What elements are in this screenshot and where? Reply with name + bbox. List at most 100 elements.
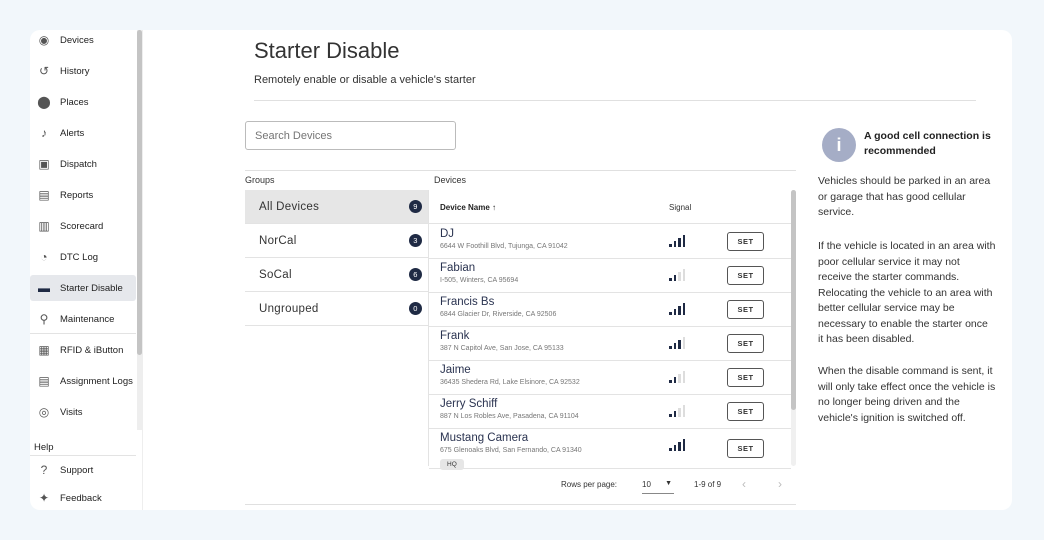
report-icon: ▤ [38, 188, 50, 202]
device-address: 6644 W Foothill Blvd, Tujunga, CA 91042 [440, 243, 568, 250]
bell-icon: ♪ [41, 126, 47, 140]
set-button[interactable]: SET [727, 232, 764, 251]
sidebar-item-alerts[interactable]: ♪ Alerts [30, 120, 136, 146]
next-page-button[interactable]: › [778, 477, 782, 491]
sidebar-item-places[interactable]: ⬤ Places [30, 89, 136, 115]
sidebar-item-history[interactable]: ↺ History [30, 58, 136, 84]
info-title: A good cell connection is recommended [864, 130, 991, 157]
signal-bar [678, 374, 681, 383]
sidebar-item-label: History [60, 65, 90, 77]
sparkle-icon: ✦ [38, 491, 50, 505]
group-name: SoCal [259, 268, 292, 281]
wrench-clock-icon: ⚲ [39, 312, 49, 326]
info-paragraph: If the vehicle is located in an area wit… [818, 240, 996, 345]
device-address: 387 N Capitol Ave, San Jose, CA 95133 [440, 345, 564, 352]
group-item[interactable]: NorCal 3 [245, 224, 428, 258]
sidebar-item-visits[interactable]: ◎ Visits [30, 399, 136, 425]
sidebar: Help ◉ Devices ↺ History ⬤ Places ♪ Alerts ▣ Disp… [30, 30, 142, 510]
device-address: 36435 Shedera Rd, Lake Elsinore, CA 9253… [440, 379, 580, 386]
group-name: NorCal [259, 234, 297, 247]
set-button[interactable]: SET [727, 300, 764, 319]
signal-bar [682, 371, 685, 383]
sidebar-item-label: Support [60, 464, 94, 476]
sidebar-item-label: Feedback [60, 492, 102, 504]
info-icon: i [822, 128, 856, 162]
divider [245, 170, 796, 171]
column-device-name[interactable]: Device Name ↑ [440, 203, 496, 212]
group-item[interactable]: SoCal 6 [245, 258, 428, 292]
sidebar-item-maintenance[interactable]: ⚲ Maintenance [30, 306, 136, 332]
sort-arrow-icon: ↑ [492, 203, 497, 212]
sidebar-scrollbar[interactable] [137, 30, 142, 355]
signal-bar [669, 414, 672, 417]
eye-icon: ◎ [38, 405, 50, 419]
group-count-badge: 6 [409, 268, 422, 281]
signal-strength-icon [669, 337, 685, 349]
sidebar-item-label: Visits [60, 406, 83, 418]
signal-bar [678, 238, 681, 247]
signal-bar [669, 244, 672, 247]
sidebar-item-assignment-logs[interactable]: ▤ Assignment Logs [30, 368, 136, 394]
sidebar-item-label: Places [60, 96, 89, 108]
rows-per-page-select[interactable]: 10 ▼ [642, 474, 674, 494]
sidebar-item-label: Devices [60, 34, 94, 46]
device-address: 6844 Glacier Dr, Riverside, CA 92506 [440, 311, 557, 318]
signal-bar [678, 340, 681, 349]
sidebar-item-scorecard[interactable]: ▥ Scorecard [30, 213, 136, 239]
signal-bar [682, 303, 685, 315]
signal-bar [673, 445, 676, 451]
signal-bar [669, 346, 672, 349]
table-row: Jerry Schiff 887 N Los Robles Ave, Pasad… [429, 395, 791, 429]
set-button[interactable]: SET [727, 402, 764, 421]
device-name: Fabian [440, 262, 476, 274]
battery-icon: ▬ [38, 281, 50, 295]
table-row: Francis Bs 6844 Glacier Dr, Riverside, C… [429, 293, 791, 327]
sidebar-item-label: Maintenance [60, 313, 115, 325]
device-address: 887 N Los Robles Ave, Pasadena, CA 91104 [440, 413, 579, 420]
devices-label: Devices [434, 175, 467, 185]
group-item[interactable]: All Devices 9 [245, 190, 428, 224]
signal-bar [673, 411, 676, 417]
signal-bar [678, 442, 681, 451]
table-scrollbar[interactable] [791, 190, 796, 410]
set-button[interactable]: SET [727, 334, 764, 353]
device-name: Frank [440, 330, 470, 342]
history-icon: ↺ [38, 64, 50, 78]
signal-bar [682, 269, 685, 281]
signal-bar [678, 306, 681, 315]
search-input[interactable] [245, 121, 456, 150]
signal-strength-icon [669, 303, 685, 315]
set-button[interactable]: SET [727, 266, 764, 285]
set-button[interactable]: SET [727, 368, 764, 387]
signal-strength-icon [669, 405, 685, 417]
device-name: Francis Bs [440, 296, 495, 308]
group-item[interactable]: Ungrouped 0 [245, 292, 428, 326]
prev-page-button[interactable]: ‹ [742, 477, 746, 491]
sidebar-item-label: Starter Disable [60, 282, 123, 294]
group-count-badge: 9 [409, 200, 422, 213]
sidebar-item-reports[interactable]: ▤ Reports [30, 182, 136, 208]
device-tag: HQ [440, 459, 464, 470]
sidebar-item-dispatch[interactable]: ▣ Dispatch [30, 151, 136, 177]
sidebar-item-rfid-ibutton[interactable]: ▦ RFID & iButton [30, 337, 136, 363]
column-signal: Signal [669, 203, 692, 212]
rows-per-page-value: 10 [642, 480, 651, 489]
question-icon: ? [40, 463, 48, 477]
sidebar-item-starter-disable[interactable]: ▬ Starter Disable [30, 275, 136, 301]
set-button[interactable]: SET [727, 439, 764, 458]
sidebar-item-dtc-log[interactable]: ◔ DTC Log [30, 244, 136, 270]
sidebar-item-label: Alerts [60, 127, 85, 139]
target-icon: ◉ [38, 33, 50, 47]
dispatch-clipboard-icon: ▣ [38, 157, 50, 171]
group-name: Ungrouped [259, 302, 319, 315]
signal-strength-icon [669, 269, 685, 281]
sidebar-item-label: DTC Log [60, 251, 99, 263]
column-label: Device Name [440, 203, 490, 212]
sidebar-item-support[interactable]: ? Support [30, 457, 136, 483]
pagination: Rows per page: 10 ▼ 1-9 of 9 ‹ › [428, 468, 796, 498]
signal-bar [669, 312, 672, 315]
signal-bar [673, 275, 676, 281]
sidebar-item-devices[interactable]: ◉ Devices [30, 30, 136, 53]
sidebar-item-feedback[interactable]: ✦ Feedback [30, 485, 136, 510]
page-subtitle: Remotely enable or disable a vehicle's s… [254, 74, 476, 86]
